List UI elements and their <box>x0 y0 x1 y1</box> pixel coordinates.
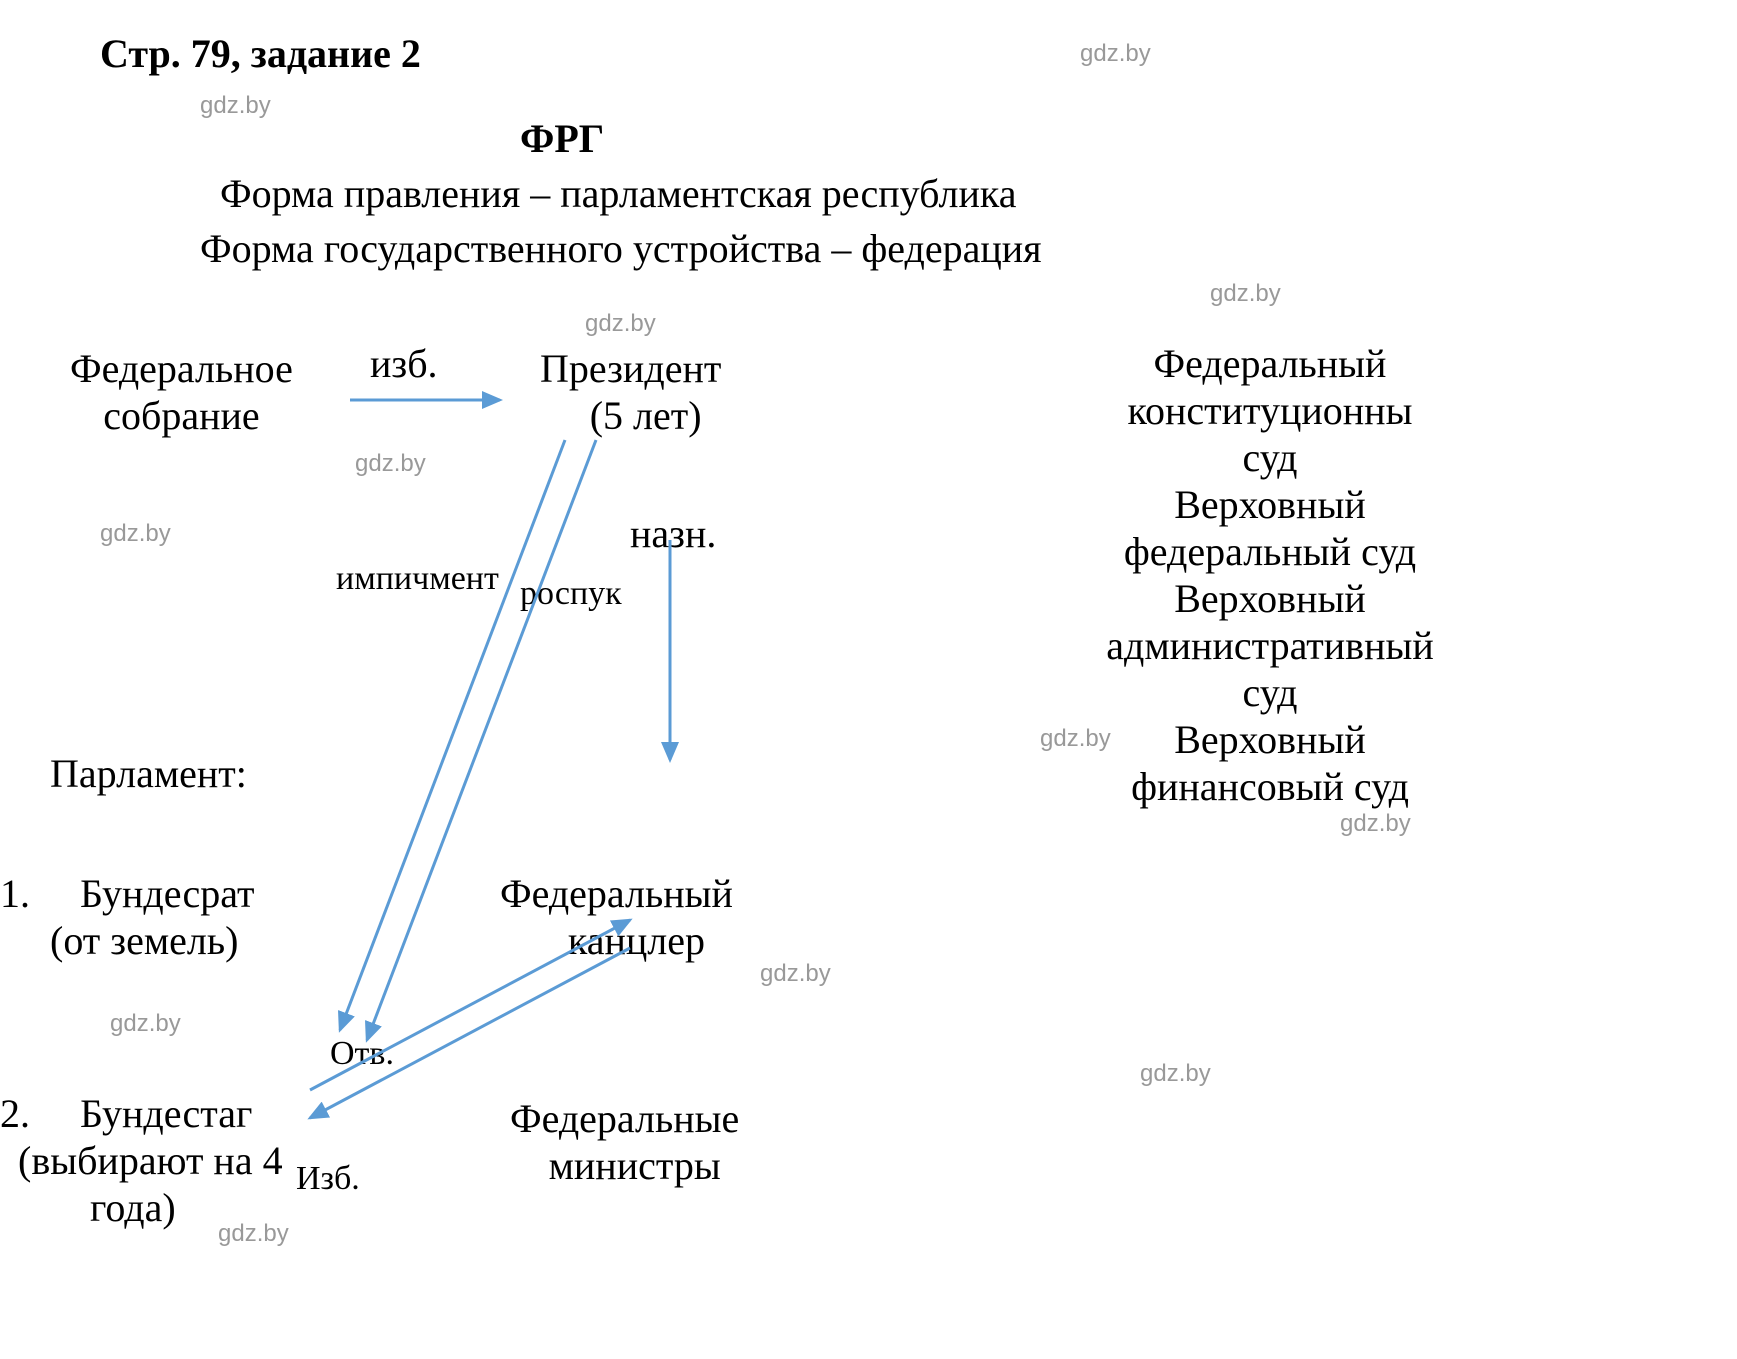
node-ministers: Федеральные министры <box>510 1095 739 1189</box>
court4-line1: Верховный <box>1060 716 1480 763</box>
court3-line2: административный <box>1060 622 1480 669</box>
bundestag-num: 2. <box>0 1091 30 1136</box>
federal-assembly-line2: собрание <box>70 392 293 439</box>
watermark: gdz.by <box>1140 1060 1211 1088</box>
bundesrat-line2: (от земель) <box>0 917 254 964</box>
watermark: gdz.by <box>1340 810 1411 838</box>
watermark: gdz.by <box>1210 280 1281 308</box>
edge-label-rospuk: роспук <box>520 575 622 613</box>
bundesrat-line1: Бундесрат <box>80 871 254 916</box>
court1-line1: Федеральный <box>1060 340 1480 387</box>
node-bundestag: 2. Бундестаг (выбирают на 4 года) <box>0 1090 283 1231</box>
node-bundesrat: 1. Бундесрат (от земель) <box>0 870 254 964</box>
ministers-line2: министры <box>510 1142 739 1189</box>
watermark: gdz.by <box>1080 40 1151 68</box>
watermark: gdz.by <box>100 520 171 548</box>
node-federal-assembly: Федеральное собрание <box>70 345 293 439</box>
watermark: gdz.by <box>355 450 426 478</box>
court4-line2: финансовый суд <box>1060 763 1480 810</box>
watermark: gdz.by <box>110 1010 181 1038</box>
node-parliament-label: Парламент: <box>50 750 247 797</box>
federal-assembly-line1: Федеральное <box>70 345 293 392</box>
court3-line1: Верховный <box>1060 575 1480 622</box>
court1-line3: суд <box>1060 434 1480 481</box>
header-country: ФРГ <box>520 115 604 162</box>
page-title: Стр. 79, задание 2 <box>100 30 421 77</box>
node-chancellor: Федеральный канцлер <box>500 870 733 964</box>
chancellor-line2: канцлер <box>500 917 733 964</box>
ministers-line1: Федеральные <box>510 1095 739 1142</box>
edge-label-nazn: назн. <box>630 510 716 557</box>
court3-line3: суд <box>1060 669 1480 716</box>
edge-label-izb: изб. <box>370 340 438 387</box>
watermark: gdz.by <box>760 960 831 988</box>
bundestag-line2: (выбирают на 4 <box>0 1137 283 1184</box>
watermark: gdz.by <box>218 1220 289 1248</box>
node-courts: Федеральный конституционны суд Верховный… <box>1060 340 1480 810</box>
header-line2: Форма государственного устройства – феде… <box>200 225 1042 272</box>
court2-line1: Верховный <box>1060 481 1480 528</box>
watermark: gdz.by <box>200 92 271 120</box>
node-president: Президент (5 лет) <box>540 345 721 439</box>
bundestag-line1: Бундестаг <box>80 1091 252 1136</box>
court1-line2: конституционны <box>1060 387 1480 434</box>
chancellor-line1: Федеральный <box>500 870 733 917</box>
president-line2: (5 лет) <box>540 392 721 439</box>
court2-line2: федеральный суд <box>1060 528 1480 575</box>
edge-label-impeachment: импичмент <box>336 560 499 598</box>
watermark: gdz.by <box>1040 725 1111 753</box>
edge-label-izb2: Изб. <box>296 1160 360 1198</box>
header-line1: Форма правления – парламентская республи… <box>220 170 1016 217</box>
president-line1: Президент <box>540 345 721 392</box>
watermark: gdz.by <box>585 310 656 338</box>
edge-label-otv: Отв. <box>330 1035 394 1073</box>
chancellor-to-bundestag-izb <box>310 948 630 1118</box>
bundesrat-num: 1. <box>0 871 30 916</box>
